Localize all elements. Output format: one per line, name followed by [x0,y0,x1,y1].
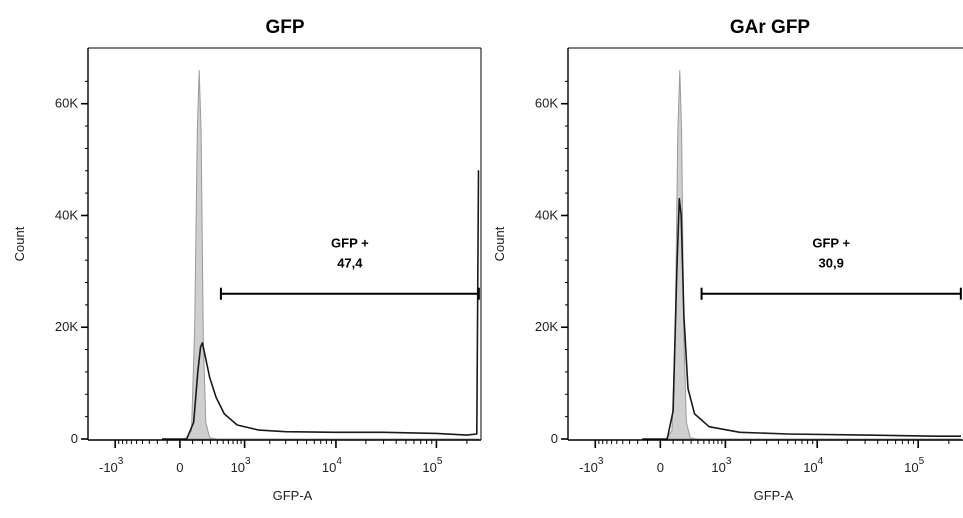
x-tick-exponent: 3 [598,456,604,467]
x-tick-label: 103 [231,456,251,475]
gate-label: GFP + [331,236,369,251]
histogram-panel-1: GFP 0 20K 40K 60K -103 0 103 104 105 GFP-A Count GFP… [12,17,482,503]
x-tick-exponent: 3 [726,456,732,467]
y-tick-label: 40K [535,207,558,222]
x-tick-exponent: 3 [245,456,251,467]
x-tick-exponent: 5 [919,456,925,467]
x-tick-label: -103 [579,456,604,475]
gate-value: 47,4 [337,256,363,271]
x-tick-label: -103 [99,456,124,475]
gate-label: GFP + [812,236,850,251]
series-control-area [162,70,479,440]
x-tick-exponent: 3 [118,456,124,467]
series-control-area [642,70,961,440]
x-axis-label: GFP-A [273,488,313,503]
series-sample-line [642,197,961,440]
x-tick-label: 0 [657,460,664,475]
gate-value: 30,9 [819,256,844,271]
chart-title: GFP [265,17,304,38]
y-tick-label: 0 [551,431,558,446]
x-tick-label: 104 [803,456,823,475]
x-tick-exponent: 4 [818,456,824,467]
chart-title: GAr GFP [730,17,811,38]
x-tick-label: 0 [176,460,183,475]
x-tick-label: 105 [422,456,442,475]
x-tick-exponent: 5 [437,456,443,467]
x-tick-label: 104 [322,456,342,475]
x-tick-label: 103 [711,456,731,475]
x-tick-label: 105 [904,456,924,475]
y-tick-label: 20K [55,319,78,334]
x-tick-exponent: 4 [336,456,342,467]
histogram-panel-2: GAr GFP 0 20K 40K 60K -103 0 103 104 105 GFP-A Coun… [492,17,963,503]
x-axis-label: GFP-A [754,488,794,503]
y-axis-label: Count [12,226,27,261]
y-tick-label: 0 [71,431,78,446]
series-sample-line [162,170,480,440]
y-tick-label: 60K [535,96,558,111]
y-tick-label: 40K [55,207,78,222]
y-tick-label: 60K [55,96,78,111]
y-tick-label: 20K [535,319,558,334]
y-axis-label: Count [492,226,507,261]
